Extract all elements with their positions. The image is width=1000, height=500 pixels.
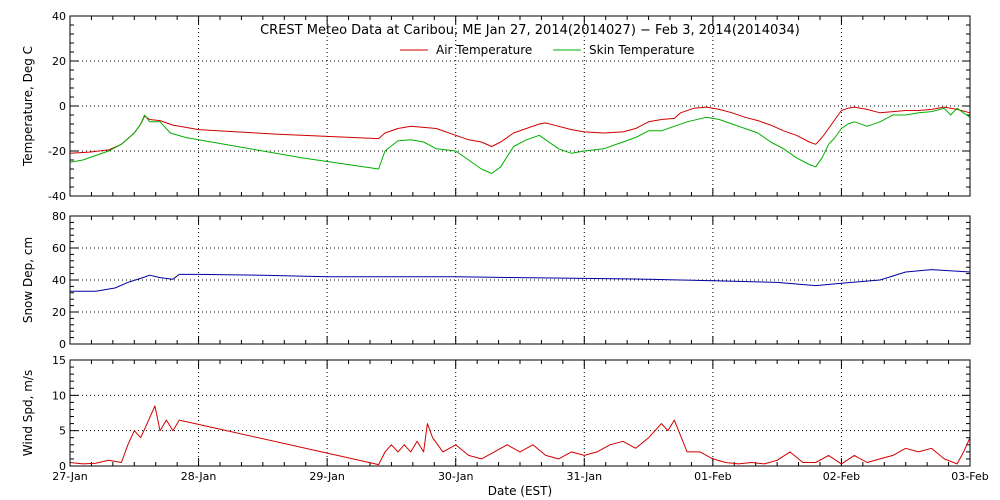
x-tick-label: 03-Feb — [951, 470, 988, 483]
wind-speed-y-tick-label: 5 — [59, 425, 66, 438]
x-tick-label: 29-Jan — [309, 470, 345, 483]
snow-depth-y-axis-title: Snow Dep, cm — [21, 237, 35, 323]
x-tick-label: 02-Feb — [823, 470, 860, 483]
x-tick-label: 27-Jan — [52, 470, 88, 483]
wind-speed-y-axis-title: Wind Spd, m/s — [21, 370, 35, 456]
snow-depth-y-tick-label: 0 — [59, 338, 66, 351]
temperature-y-tick-label: 40 — [52, 10, 66, 23]
temperature-y-tick-label: -20 — [48, 145, 66, 158]
temperature-series-skin-temperature — [69, 107, 971, 174]
wind-speed-panel: 0 5 10 15 Wind Spd, m/s — [21, 354, 971, 473]
x-axis-tick-labels: 27-Jan 28-Jan 29-Jan 30-Jan 31-Jan 01-Feb 02-F… — [52, 470, 989, 483]
temperature-panel: -40 -20 0 20 40 Temperature, Deg C — [21, 10, 971, 203]
x-tick-label: 30-Jan — [438, 470, 474, 483]
temperature-y-tick-label: 20 — [52, 55, 66, 68]
snow-depth-y-tick-label: 60 — [52, 242, 66, 255]
snow-depth-plot-frame — [69, 215, 971, 345]
x-tick-label: 01-Feb — [694, 470, 731, 483]
temperature-plot-frame — [69, 15, 971, 197]
temperature-y-tick-label: 0 — [59, 100, 66, 113]
wind-speed-y-tick-label: 10 — [52, 389, 66, 402]
snow-depth-panel: 0 20 40 60 80 Snow Dep, cm — [21, 210, 971, 351]
chart-title: CREST Meteo Data at Caribou, ME Jan 27, … — [260, 23, 800, 38]
wind-speed-plot-frame — [69, 359, 971, 467]
snow-depth-y-tick-label: 80 — [52, 210, 66, 223]
legend-label-air-temperature: Air Temperature — [436, 43, 532, 57]
temperature-y-tick-label: -40 — [48, 190, 66, 203]
wind-speed-y-tick-label: 15 — [52, 354, 66, 367]
snow-depth-series-snow-depth — [70, 269, 971, 292]
temperature-y-axis-title: Temperature, Deg C — [21, 46, 35, 167]
legend-label-skin-temperature: Skin Temperature — [589, 43, 694, 57]
snow-depth-y-tick-label: 40 — [52, 274, 66, 287]
x-tick-label: 28-Jan — [181, 470, 217, 483]
legend: Air Temperature Skin Temperature — [400, 43, 694, 57]
wind-speed-series-wind-speed — [69, 405, 971, 466]
snow-depth-y-tick-label: 20 — [52, 306, 66, 319]
temperature-series-air-temperature — [69, 106, 971, 154]
x-tick-label: 31-Jan — [567, 470, 603, 483]
wind-speed-y-tick-label: 0 — [59, 460, 66, 473]
x-axis-title: Date (EST) — [488, 484, 552, 498]
